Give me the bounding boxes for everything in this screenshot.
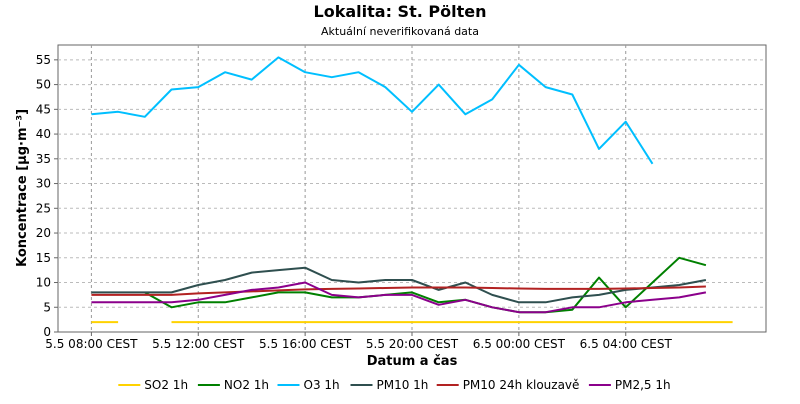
x-tick-label: 5.5 20:00 CEST [366, 337, 459, 351]
legend-label: NO2 1h [224, 378, 269, 392]
y-tick-label: 45 [36, 102, 51, 116]
x-axis-ticks: 5.5 08:00 CEST 5.5 12:00 CEST 5.5 16:00 CE… [45, 332, 673, 351]
legend-item: PM10 1h [350, 378, 429, 392]
legend-item: SO2 1h [118, 378, 188, 392]
legend-item: O3 1h [277, 378, 340, 392]
series-o3-1h [91, 56, 654, 165]
x-tick-label: 5.5 16:00 CEST [259, 337, 352, 351]
y-axis-label: Koncentrace [µg·m⁻³] [15, 109, 30, 267]
series-pm2-5-1h [91, 281, 707, 314]
legend-label: PM10 1h [377, 378, 429, 392]
legend-item: PM10 24h klouzavě [436, 378, 580, 392]
legend-item: PM2,5 1h [588, 378, 671, 392]
y-tick-label: 5 [43, 300, 51, 314]
y-tick-label: 50 [36, 78, 51, 92]
x-tick-label: 5.5 08:00 CEST [45, 337, 138, 351]
legend-label: PM2,5 1h [615, 378, 671, 392]
y-tick-label: 55 [36, 53, 51, 67]
y-tick-label: 30 [36, 177, 51, 191]
y-tick-label: 35 [36, 152, 51, 166]
series-line [91, 56, 654, 165]
plot-area [57, 44, 767, 333]
series-lines [91, 56, 733, 324]
grid-lines [58, 45, 766, 332]
y-tick-label: 25 [36, 201, 51, 215]
legend-item: NO2 1h [197, 378, 269, 392]
chart-subtitle: Aktuální neverifikovaná data [321, 25, 479, 38]
y-tick-label: 20 [36, 226, 51, 240]
chart-title: Lokalita: St. Pölten [314, 2, 487, 21]
series-pm10-24h-klouzav- [91, 285, 706, 296]
legend-label: PM10 24h klouzavě [463, 378, 580, 392]
series-line [91, 266, 707, 304]
y-tick-label: 15 [36, 251, 51, 265]
legend: SO2 1h NO2 1h O3 1h PM10 1h PM10 24h klouzav… [118, 378, 671, 392]
series-line [91, 281, 707, 314]
legend-label: SO2 1h [144, 378, 188, 392]
x-tick-label: 5.5 12:00 CEST [152, 337, 245, 351]
legend-label: O3 1h [304, 378, 340, 392]
y-axis-ticks: 0 5 10 15 20 25 30 35 40 45 50 55 [36, 53, 58, 339]
x-axis-label: Datum a čas [367, 354, 458, 369]
x-tick-label: 6.5 00:00 CEST [473, 337, 566, 351]
x-tick-label: 6.5 04:00 CEST [580, 337, 673, 351]
y-tick-label: 10 [36, 276, 51, 290]
series-line [91, 285, 706, 296]
y-tick-label: 40 [36, 127, 51, 141]
y-tick-label: 0 [43, 325, 51, 339]
series-pm10-1h [91, 266, 707, 304]
